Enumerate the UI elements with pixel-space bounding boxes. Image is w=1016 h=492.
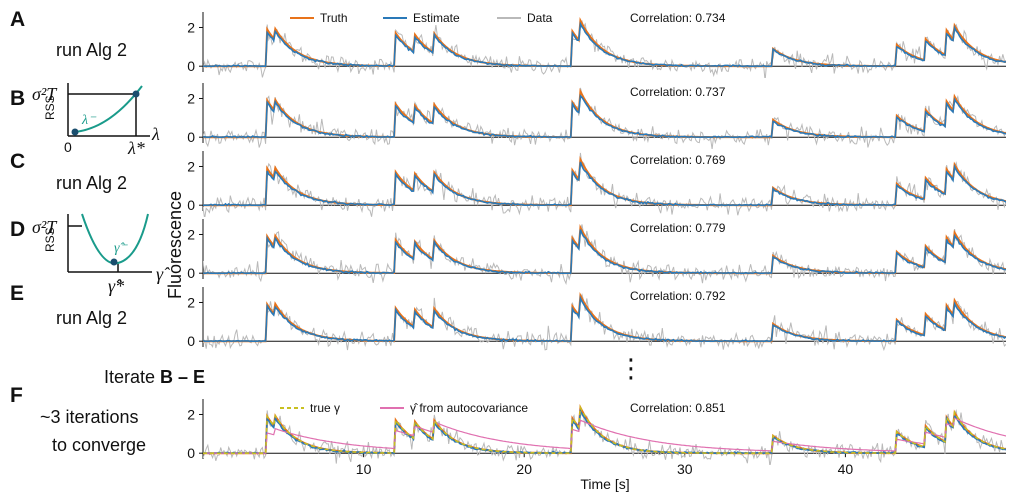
legend-label: true γ	[310, 401, 340, 415]
x-tick-labels: 10 20 30 40	[356, 461, 854, 477]
panel-letter-d: D	[10, 218, 25, 241]
series-data-line	[203, 87, 1006, 149]
iterate-bold: B – E	[160, 367, 205, 387]
y-tick-label: 0	[187, 129, 195, 145]
d-rss-curve	[81, 213, 149, 265]
b-end-dot	[132, 90, 140, 98]
d-min-dot	[110, 258, 118, 266]
correlation-annotation: Correlation: 0.734	[630, 11, 726, 25]
y-tick-label: 0	[187, 445, 195, 461]
series-truth-line	[203, 223, 1006, 275]
series-estimate-line	[203, 295, 1006, 343]
b-xlabel: λ	[151, 124, 160, 144]
panel-letter-e: E	[10, 282, 24, 305]
chart-panel-a: 0 2 Truth Estimate Data Correlation: 0.734	[187, 11, 1006, 78]
chart-panel-e: 0 2 Correlation: 0.792	[187, 287, 1006, 352]
b-sigma-mark: σ²T	[32, 84, 58, 104]
legend-label: Estimate	[413, 11, 460, 25]
b-curve-label: λ⁻	[81, 113, 97, 128]
chart-panel-f: 0 2 true γ γ̂ from autocovariance Correlatio…	[187, 399, 1006, 465]
correlation-annotation: Correlation: 0.779	[630, 221, 726, 235]
continuation-dots: ⋮	[618, 354, 644, 384]
panel-letter-c: C	[10, 150, 25, 173]
series-estimate-line	[203, 229, 1006, 275]
chart-panel-b: 0 2 Correlation: 0.737	[187, 83, 1006, 149]
panel-letter-b: B	[10, 87, 25, 110]
chart-panel-c: 0 2 Correlation: 0.769	[187, 151, 1006, 217]
series-autocov-line	[203, 417, 1006, 454]
y-tick-label: 2	[187, 226, 195, 242]
legend-label: Data	[527, 11, 553, 25]
iterate-label: Iterate B – E	[104, 367, 205, 387]
y-tick-label: 0	[187, 58, 195, 74]
y-tick-label: 0	[187, 333, 195, 349]
correlation-annotation: Correlation: 0.737	[630, 85, 726, 99]
panel-c-text: run Alg 2	[56, 173, 127, 193]
d-xstar: γ̂*	[108, 276, 124, 296]
y-tick-label: 2	[187, 19, 195, 35]
legend-label: γ̂ from autocovariance	[410, 401, 528, 415]
x-tick-label: 10	[356, 461, 372, 477]
panel-f-line2: to converge	[52, 435, 146, 455]
chart-panel-d: 0 2 Correlation: 0.779	[187, 219, 1006, 285]
b-start-dot	[71, 128, 79, 136]
y-axis-label: Fluorescence	[165, 191, 185, 299]
y-tick-label: 0	[187, 265, 195, 281]
series-data-line	[203, 152, 1006, 217]
panel-letter-f: F	[10, 384, 23, 407]
x-axis-label: Time [s]	[580, 476, 629, 492]
x-tick-label: 40	[838, 461, 854, 477]
correlation-annotation: Correlation: 0.851	[630, 401, 726, 415]
panel-e-text: run Alg 2	[56, 308, 127, 328]
d-curve-label: γ̂⁻	[114, 241, 129, 256]
correlation-annotation: Correlation: 0.792	[630, 289, 726, 303]
y-tick-label: 2	[187, 90, 195, 106]
series-data-line	[203, 224, 1006, 285]
b-ylabel: RSS	[43, 95, 57, 120]
series-truth-line	[203, 16, 1006, 68]
series-estimate-line	[203, 93, 1006, 139]
d-sigma-mark: σ²T	[32, 217, 58, 237]
y-tick-label: 2	[187, 158, 195, 174]
series-truth-line	[203, 155, 1006, 207]
series-estimate-line	[203, 21, 1006, 68]
legend-label: Truth	[320, 11, 348, 25]
correlation-annotation: Correlation: 0.769	[630, 153, 726, 167]
d-ylabel: RSS	[43, 227, 57, 252]
series-data-line	[203, 293, 1006, 352]
rss-lambda-diagram: σ²T RSS λ⁻ 0 λ* λ	[32, 83, 160, 158]
rss-gamma-diagram: σ²T RSS γ̂⁻ γ̂* γ̂	[32, 213, 170, 296]
y-tick-label: 2	[187, 406, 195, 422]
panel-f-line1: ~3 iterations	[40, 407, 139, 427]
x-tick-label: 30	[677, 461, 693, 477]
panel-a-text: run Alg 2	[56, 40, 127, 60]
panel-letter-a: A	[10, 8, 25, 31]
b-x0: 0	[64, 139, 72, 155]
y-tick-label: 0	[187, 197, 195, 213]
b-xstar: λ*	[127, 138, 145, 158]
x-tick-label: 20	[516, 461, 532, 477]
y-tick-label: 2	[187, 294, 195, 310]
iterate-prefix: Iterate	[104, 367, 160, 387]
trace-panels: 0 2 Truth Estimate Data Correlation: 0.734 0 2 C…	[187, 11, 1006, 465]
series-estimate-line	[203, 161, 1006, 207]
series-estimate-line	[203, 408, 1006, 455]
